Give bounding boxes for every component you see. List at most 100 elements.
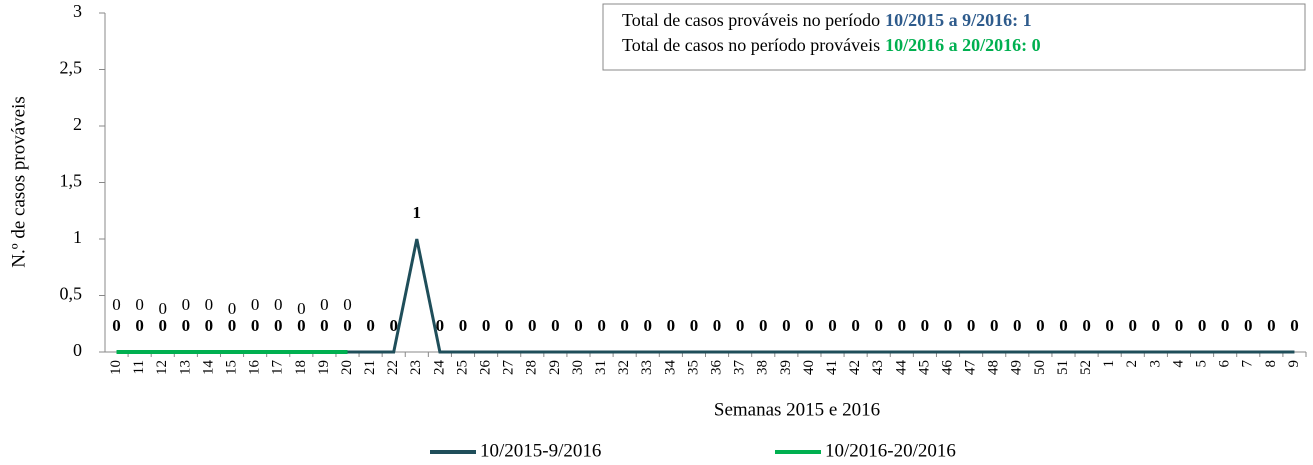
x-tick-label: 52 xyxy=(1078,360,1094,375)
x-tick-label: 41 xyxy=(824,360,840,375)
x-tick-label: 26 xyxy=(478,360,494,376)
x-tick-label: 44 xyxy=(893,360,909,376)
x-tick-label: 30 xyxy=(570,360,586,375)
data-label: 0 xyxy=(1175,316,1184,335)
y-tick-label: 1,5 xyxy=(60,171,83,191)
data-label: 0 xyxy=(551,316,560,335)
x-tick-label: 29 xyxy=(547,360,563,375)
x-tick-label: 50 xyxy=(1032,360,1048,375)
data-label: 0 xyxy=(135,316,144,335)
x-axis-label: Semanas 2015 e 2016 xyxy=(714,399,880,420)
x-tick-label: 31 xyxy=(593,360,609,375)
data-label: 0 xyxy=(874,316,883,335)
data-label: 0 xyxy=(1290,316,1299,335)
data-label: 0 xyxy=(366,316,375,335)
data-label: 0 xyxy=(967,316,976,335)
data-label: 0 xyxy=(228,299,237,318)
data-label: 0 xyxy=(135,295,144,314)
x-tick-label: 27 xyxy=(501,360,517,376)
annotation-text: Total de casos prováveis no período xyxy=(622,10,880,30)
x-tick-label: 23 xyxy=(408,360,424,375)
data-label: 0 xyxy=(944,316,953,335)
data-label: 0 xyxy=(620,316,629,335)
data-label: 0 xyxy=(320,295,329,314)
data-label: 0 xyxy=(1059,316,1068,335)
data-label: 0 xyxy=(112,295,121,314)
x-tick-label: 38 xyxy=(755,360,771,375)
data-label: 0 xyxy=(597,316,606,335)
data-label: 0 xyxy=(1198,316,1207,335)
x-tick-label: 49 xyxy=(1009,360,1025,375)
x-tick-label: 39 xyxy=(778,360,794,375)
data-label: 0 xyxy=(1244,316,1253,335)
data-label: 0 xyxy=(205,316,214,335)
x-tick-label: 22 xyxy=(385,360,401,375)
x-tick-label: 11 xyxy=(131,360,147,374)
annotation-box xyxy=(602,3,1306,71)
data-label: 0 xyxy=(228,316,237,335)
x-tick-label: 51 xyxy=(1055,360,1071,375)
data-label: 0 xyxy=(297,299,306,318)
x-tick-label: 2 xyxy=(1124,360,1140,368)
x-tick-label: 33 xyxy=(639,360,655,375)
data-label: 0 xyxy=(644,316,653,335)
data-label: 0 xyxy=(805,316,814,335)
data-label: 0 xyxy=(1036,316,1045,335)
y-axis-label: N.º de casos prováveis xyxy=(8,96,29,268)
x-tick-label: 9 xyxy=(1286,360,1302,368)
data-label: 0 xyxy=(1105,316,1114,335)
x-tick-label: 24 xyxy=(431,360,447,376)
x-tick-label: 28 xyxy=(524,360,540,375)
data-label: 0 xyxy=(898,316,907,335)
x-tick-label: 14 xyxy=(200,360,216,376)
data-label: 0 xyxy=(320,316,329,335)
x-tick-label: 40 xyxy=(801,360,817,375)
x-tick-label: 48 xyxy=(986,360,1002,375)
data-label: 0 xyxy=(343,295,352,314)
x-tick-label: 10 xyxy=(108,360,124,375)
x-tick-label: 32 xyxy=(616,360,632,375)
data-label: 0 xyxy=(112,316,121,335)
data-label: 0 xyxy=(921,316,930,335)
annotation: Total de casos no período prováveis 10/20… xyxy=(622,35,1041,55)
x-tick-label: 8 xyxy=(1263,360,1279,368)
x-tick-label: 42 xyxy=(847,360,863,375)
annotation: Total de casos prováveis no período 10/20… xyxy=(622,10,1032,30)
series-line xyxy=(116,238,1295,354)
y-tick-label: 0,5 xyxy=(60,284,83,304)
data-label: 0 xyxy=(274,295,283,314)
data-label: 0 xyxy=(182,295,191,314)
data-label: 0 xyxy=(690,316,699,335)
x-tick-label: 25 xyxy=(454,360,470,375)
data-label: 0 xyxy=(251,295,260,314)
x-tick-label: 37 xyxy=(732,360,748,376)
data-label: 0 xyxy=(158,299,167,318)
y-tick-label: 1 xyxy=(73,227,82,247)
data-label: 0 xyxy=(1221,316,1230,335)
x-tick-label: 12 xyxy=(154,360,170,375)
x-tick-label: 15 xyxy=(223,360,239,375)
x-tick-label: 13 xyxy=(177,360,193,375)
data-label: 0 xyxy=(297,316,306,335)
data-label: 0 xyxy=(205,295,214,314)
annotation-text: Total de casos no período prováveis xyxy=(622,35,880,55)
y-tick-label: 0 xyxy=(73,340,82,360)
data-label: 0 xyxy=(736,316,745,335)
x-tick-label: 6 xyxy=(1217,360,1233,368)
x-tick-label: 20 xyxy=(339,360,355,375)
x-tick-label: 7 xyxy=(1240,360,1256,368)
data-label: 0 xyxy=(528,316,537,335)
data-label: 0 xyxy=(1267,316,1276,335)
y-tick-label: 3 xyxy=(73,1,82,21)
data-label: 0 xyxy=(158,316,167,335)
x-tick-label: 18 xyxy=(293,360,309,375)
data-label: 0 xyxy=(851,316,860,335)
data-label: 0 xyxy=(389,316,398,335)
x-tick-label: 35 xyxy=(685,360,701,375)
data-label: 0 xyxy=(436,316,445,335)
x-tick-label: 17 xyxy=(270,360,286,376)
data-label: 0 xyxy=(667,316,676,335)
y-tick-label: 2 xyxy=(73,114,82,134)
